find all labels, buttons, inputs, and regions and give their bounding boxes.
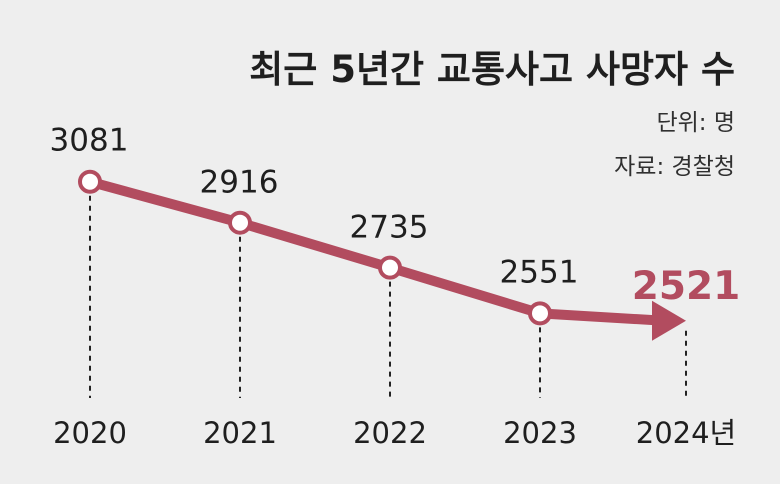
- guide-lines: [89, 195, 687, 398]
- data-point-2023: [528, 301, 552, 326]
- x-tick-label-2021: 2021: [203, 416, 277, 450]
- x-axis-ticks: 2020 2021 2022 2023 2024년: [53, 416, 736, 450]
- x-tick-label-2023: 2023: [503, 416, 577, 450]
- source-label: 자료: 경찰청: [614, 154, 735, 180]
- value-labels: 3081 2916 2735 2551 2521: [50, 123, 741, 309]
- data-point-2021: [228, 210, 252, 235]
- latest-value-arrow: [652, 300, 686, 341]
- marker-layer: [78, 169, 552, 326]
- x-tick-label-2022: 2022: [353, 416, 427, 450]
- data-label-2022: 2735: [350, 210, 429, 246]
- data-point-2022: [378, 255, 402, 280]
- data-label-2021: 2916: [200, 165, 279, 201]
- data-point-2020: [78, 169, 102, 194]
- chart-title: 최근 5년간 교통사고 사망자 수: [249, 48, 735, 91]
- unit-label: 단위: 명: [656, 110, 735, 136]
- series-line: [85, 176, 669, 326]
- x-tick-label-2020: 2020: [53, 416, 127, 450]
- x-tick-label-2024: 2024년: [636, 416, 736, 450]
- data-label-2023: 2551: [500, 254, 579, 290]
- data-label-latest: 2521: [632, 264, 741, 309]
- data-label-2020: 3081: [50, 123, 129, 159]
